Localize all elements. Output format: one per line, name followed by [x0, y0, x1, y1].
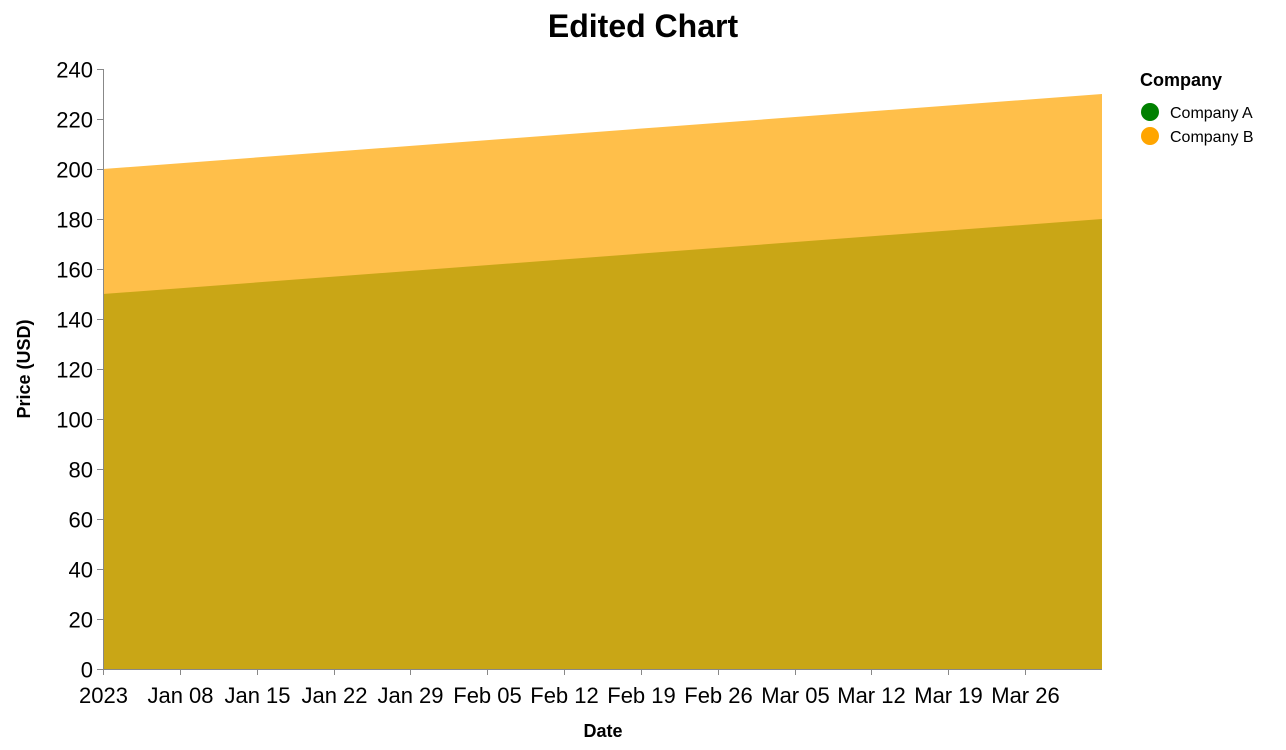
y-tick-label: 60: [69, 508, 93, 533]
y-tick-label: 220: [56, 108, 93, 133]
legend: Company Company A Company B: [1140, 70, 1254, 146]
x-axis-title: Date: [583, 721, 622, 741]
legend-label: Company A: [1170, 105, 1253, 122]
x-tick-label: Feb 12: [530, 683, 599, 708]
y-tick-label: 240: [56, 58, 93, 83]
y-axis-title: Price (USD): [14, 319, 34, 418]
x-tick-label: Mar 05: [761, 683, 829, 708]
y-tick-label: 40: [69, 558, 93, 583]
y-tick-label: 120: [56, 358, 93, 383]
y-tick-label: 0: [81, 658, 93, 683]
x-tick-label: Mar 19: [914, 683, 982, 708]
x-tick-label: 2023: [79, 683, 128, 708]
area-company-a: [103, 219, 1102, 669]
y-tick-label: 80: [69, 458, 93, 483]
x-tick-label: Mar 26: [991, 683, 1059, 708]
x-tick-label: Feb 05: [453, 683, 522, 708]
x-axis: 2023 Jan 08 Jan 15 Jan 22 Jan 29 Feb 05 Feb 12…: [79, 669, 1102, 708]
x-tick-label: Feb 26: [684, 683, 753, 708]
x-tick-label: Jan 08: [147, 683, 213, 708]
y-tick-label: 140: [56, 308, 93, 333]
legend-swatch: [1141, 103, 1159, 121]
y-axis: 0 20 40 60 80 100 120 140 160 180 200 220 240: [56, 58, 104, 683]
legend-label: Company B: [1170, 129, 1254, 146]
y-tick-label: 160: [56, 258, 93, 283]
y-tick-label: 20: [69, 608, 93, 633]
y-tick-label: 100: [56, 408, 93, 433]
x-tick-label: Jan 15: [224, 683, 290, 708]
legend-title: Company: [1140, 70, 1222, 90]
y-tick-label: 180: [56, 208, 93, 233]
x-tick-label: Mar 12: [837, 683, 905, 708]
area-series-group: [103, 94, 1102, 669]
legend-swatch: [1141, 127, 1159, 145]
y-tick-label: 200: [56, 158, 93, 183]
x-tick-label: Jan 29: [377, 683, 443, 708]
x-tick-label: Feb 19: [607, 683, 676, 708]
x-tick-label: Jan 22: [301, 683, 367, 708]
chart-title: Edited Chart: [548, 8, 739, 44]
